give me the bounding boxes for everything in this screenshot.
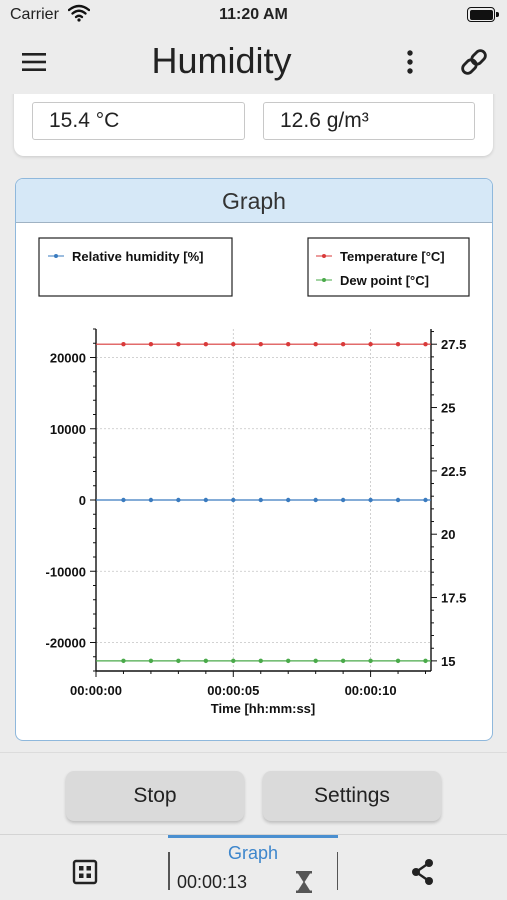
elapsed-time: 00:00:13 <box>177 872 248 892</box>
data-point <box>203 658 209 664</box>
wifi-icon <box>68 4 90 22</box>
chart-ticks: 20000 10000 0 -10000 -20000 27.5 25 22.5 20 17.5 1… <box>46 328 466 698</box>
data-point <box>395 658 401 664</box>
legend-label: Temperature [°C] <box>340 249 445 264</box>
tab-graph[interactable]: Graph 00:00:13 <box>168 835 338 893</box>
y-left-tick-label: 10000 <box>50 422 86 437</box>
grid-icon[interactable] <box>70 857 100 887</box>
data-point <box>286 342 291 347</box>
data-point <box>368 497 373 503</box>
data-point <box>395 497 401 503</box>
y-right-tick-label: 17.5 <box>441 591 466 606</box>
data-point <box>395 342 401 347</box>
legend-label: Dew point [°C] <box>340 273 429 288</box>
legend-right: Temperature [°C] Dew point [°C] <box>316 249 445 288</box>
graph-header: Graph <box>16 179 492 223</box>
button-bar: Stop Settings <box>0 752 507 834</box>
data-point <box>368 342 373 347</box>
data-point <box>423 497 428 503</box>
stop-button[interactable]: Stop <box>66 771 244 821</box>
data-point <box>340 658 346 664</box>
data-point <box>148 342 154 347</box>
x-tick-label: 00:00:10 <box>345 683 397 698</box>
data-point <box>176 342 181 347</box>
data-point <box>313 497 318 503</box>
legend-left-box <box>38 237 233 297</box>
data-point <box>121 658 126 664</box>
tab-graph-label: Graph <box>227 843 279 863</box>
data-point <box>231 658 236 664</box>
data-point <box>313 658 318 664</box>
link-icon[interactable] <box>458 46 490 78</box>
content-area: 15.4 °C 12.6 g/m³ Graph Relative humidit… <box>0 94 507 752</box>
data-point <box>258 497 263 503</box>
absolute-humidity-value-field: 12.6 g/m³ <box>263 102 475 140</box>
legend-left: Relative humidity [%] <box>48 249 203 264</box>
tab-bar: Graph 00:00:13 <box>0 834 507 900</box>
app-bar: Humidity <box>0 30 507 94</box>
y-right-tick-label: 22.5 <box>441 464 466 479</box>
y-right-tick-label: 27.5 <box>441 337 466 352</box>
humidity-chart: Relative humidity [%] Temperature [°C] De… <box>38 237 470 716</box>
data-point <box>121 497 126 503</box>
data-point <box>176 497 181 503</box>
page-title: Humidity <box>151 40 292 81</box>
y-right-tick-label: 20 <box>441 527 455 542</box>
graph-card: Graph Relative humidity [%] Temperature … <box>15 178 493 741</box>
data-point <box>121 342 126 347</box>
data-point <box>423 658 428 664</box>
legend-marker <box>322 278 326 282</box>
chart-series <box>96 342 431 664</box>
carrier-label: Carrier <box>10 6 59 23</box>
values-card: 15.4 °C 12.6 g/m³ <box>14 94 493 156</box>
data-point <box>258 658 263 664</box>
data-point <box>203 497 209 503</box>
more-vertical-icon[interactable] <box>398 46 422 78</box>
battery-icon <box>467 7 499 22</box>
y-left-tick-label: -20000 <box>46 636 86 651</box>
data-point <box>286 658 291 664</box>
x-axis-label: Time [hh:mm:ss] <box>211 701 316 716</box>
data-point <box>368 658 373 664</box>
share-icon[interactable] <box>408 857 438 887</box>
data-point <box>423 342 428 347</box>
data-point <box>340 497 346 503</box>
legend-label: Relative humidity [%] <box>72 249 203 264</box>
data-point <box>340 342 346 347</box>
data-point <box>231 497 236 503</box>
legend-marker <box>322 254 326 258</box>
temperature-value-field: 15.4 °C <box>32 102 245 140</box>
y-right-tick-label: 25 <box>441 401 455 416</box>
hourglass-icon <box>296 871 312 893</box>
data-point <box>203 342 209 347</box>
data-point <box>231 342 236 347</box>
legend-right-box <box>307 237 470 297</box>
data-point <box>148 497 154 503</box>
data-point <box>258 342 263 347</box>
menu-icon[interactable] <box>18 48 50 76</box>
clock: 11:20 AM <box>219 6 288 23</box>
data-point <box>148 658 154 664</box>
y-left-tick-label: -10000 <box>46 564 86 579</box>
settings-button[interactable]: Settings <box>263 771 441 821</box>
y-right-tick-label: 15 <box>441 654 455 669</box>
y-left-tick-label: 20000 <box>50 351 86 366</box>
x-tick-label: 00:00:05 <box>207 683 259 698</box>
legend-marker <box>54 254 58 258</box>
status-bar: Carrier 11:20 AM <box>0 0 507 30</box>
data-point <box>286 497 291 503</box>
data-point <box>313 342 318 347</box>
y-left-tick-label: 0 <box>79 493 86 508</box>
x-tick-label: 00:00:00 <box>70 683 122 698</box>
data-point <box>176 658 181 664</box>
